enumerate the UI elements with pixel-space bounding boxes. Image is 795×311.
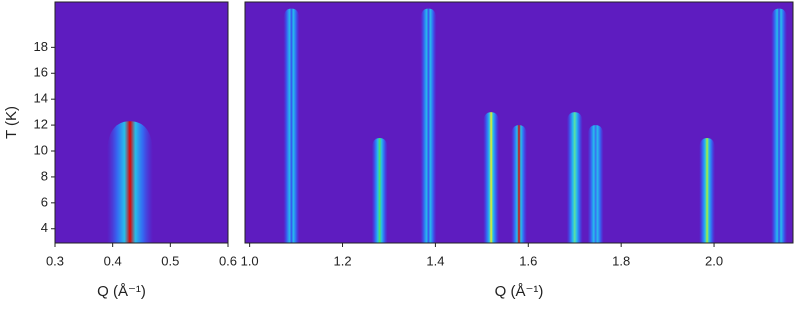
y-tick-label: 18 xyxy=(34,39,48,54)
peak xyxy=(699,138,716,243)
peak xyxy=(566,112,583,243)
peak xyxy=(587,125,604,243)
heatmap xyxy=(283,8,788,243)
y-tick-label: 4 xyxy=(41,220,48,235)
y-tick-label: 8 xyxy=(41,168,48,183)
peak xyxy=(511,125,527,243)
peak xyxy=(283,8,300,243)
y-axis-label: T (K) xyxy=(3,106,20,139)
peak xyxy=(483,112,500,243)
x-tick-label: 1.0 xyxy=(241,253,259,268)
y-tick-label: 14 xyxy=(34,91,48,106)
peak xyxy=(106,121,153,243)
x-tick-label: 1.6 xyxy=(519,253,537,268)
y-tick-label: 10 xyxy=(34,142,48,157)
x-tick-label: 0.4 xyxy=(104,253,122,268)
y-tick-label: 6 xyxy=(41,194,48,209)
x-tick-label: 1.8 xyxy=(612,253,630,268)
y-tick-label: 12 xyxy=(34,117,48,132)
peak xyxy=(420,8,437,243)
peak xyxy=(371,138,388,243)
plot-frame xyxy=(244,1,794,244)
x-axis-label: Q (Å⁻¹) xyxy=(97,283,146,300)
plot-frame xyxy=(54,1,229,244)
heatmap xyxy=(106,121,153,243)
x-tick-label: 1.2 xyxy=(333,253,351,268)
y-tick-label: 16 xyxy=(34,65,48,80)
peak xyxy=(771,8,788,243)
x-tick-label: 0.3 xyxy=(46,253,64,268)
x-tick-label: 0.6 xyxy=(219,253,237,268)
x-tick-label: 0.5 xyxy=(161,253,179,268)
x-tick-label: 2.0 xyxy=(705,253,723,268)
x-tick-label: 1.4 xyxy=(426,253,444,268)
x-axis-label: Q (Å⁻¹) xyxy=(495,283,544,300)
